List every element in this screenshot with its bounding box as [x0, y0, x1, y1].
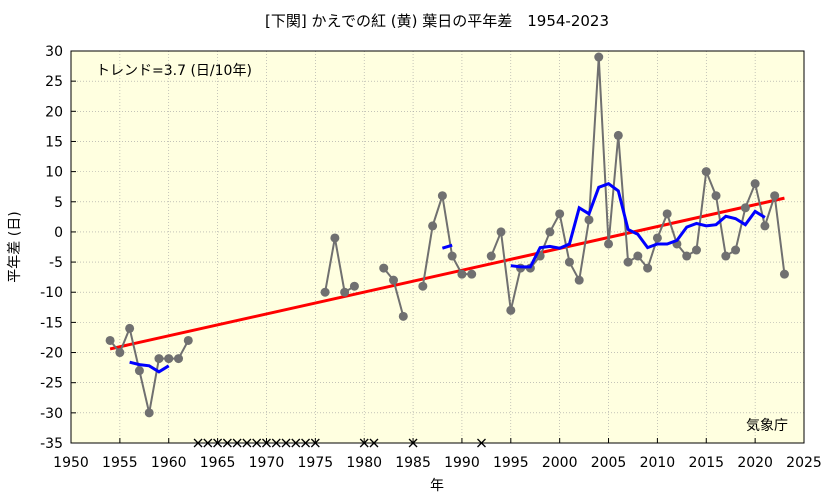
plot-area: [71, 51, 804, 443]
observed-point: [721, 251, 731, 261]
observed-point: [428, 221, 438, 231]
y-tick-label: 10: [45, 165, 63, 181]
observed-point: [770, 191, 780, 201]
observed-point: [174, 354, 184, 364]
y-tick-label: 25: [45, 74, 63, 90]
observed-point: [164, 354, 174, 364]
observed-point: [418, 281, 428, 291]
observed-point: [711, 191, 721, 201]
x-axis: 1950 1955 1960 1965 1970 1975 1980 1985 1990 1995…: [53, 438, 822, 471]
observed-point: [584, 215, 594, 225]
observed-point: [183, 335, 193, 345]
observed-point: [731, 245, 741, 255]
x-tick-label: 2000: [542, 455, 578, 471]
observed-point: [564, 257, 574, 267]
credit-label: 気象庁: [746, 418, 788, 434]
trend-segment: [109, 196, 785, 351]
x-tick-label: 1955: [102, 455, 138, 471]
observed-point: [389, 275, 399, 285]
observed-point: [330, 233, 340, 243]
y-tick-label: 15: [45, 134, 63, 150]
observed-point: [447, 251, 457, 261]
y-tick-label: -15: [40, 315, 63, 331]
y-tick-label: -30: [40, 406, 63, 422]
x-axis-label: 年: [430, 478, 444, 494]
y-tick-label: 5: [54, 195, 63, 211]
moving-average-segment: [129, 360, 170, 374]
observed-point: [398, 311, 408, 321]
observed-point: [691, 245, 701, 255]
y-tick-label: -25: [40, 376, 63, 392]
observed-point: [594, 52, 604, 62]
observed-point: [555, 209, 565, 219]
observed-point: [379, 263, 389, 273]
x-tick-label: 1950: [53, 455, 89, 471]
observed-point: [750, 179, 760, 189]
observed-point: [604, 239, 614, 249]
x-tick-label: 1975: [298, 455, 334, 471]
trend-line: [109, 196, 785, 351]
observed-point: [125, 323, 135, 333]
observed-point: [134, 366, 144, 376]
y-axis: 30 25 20 15 10 5 0 -5 -10 -15 -20 -25 -30 -35: [40, 44, 76, 452]
x-tick-label: 1970: [249, 455, 285, 471]
y-tick-label: -35: [40, 436, 63, 452]
moving-average-series: [129, 181, 766, 374]
observed-point: [115, 348, 125, 358]
observed-point: [633, 251, 643, 261]
observed-point: [457, 269, 467, 279]
x-tick-label: 2015: [688, 455, 724, 471]
observed-point: [760, 221, 770, 231]
observed-point: [437, 191, 447, 201]
x-tick-label: 1995: [493, 455, 529, 471]
observed-point: [545, 227, 555, 237]
x-tick-label: 1985: [395, 455, 431, 471]
observed-point: [623, 257, 633, 267]
observed-point: [496, 227, 506, 237]
observed-point: [779, 269, 789, 279]
observed-point: [340, 287, 350, 297]
observed-point: [506, 305, 516, 315]
chart-title: [下関] かえでの紅 (黄) 葉日の平年差 1954-2023: [265, 12, 609, 30]
y-tick-label: 0: [54, 225, 63, 241]
y-tick-label: -5: [49, 255, 63, 271]
y-axis-label: 平年差 (日): [7, 211, 23, 282]
x-tick-label: 1960: [151, 455, 187, 471]
observed-point: [652, 233, 662, 243]
y-tick-label: -10: [40, 285, 63, 301]
y-tick-label: 20: [45, 104, 63, 120]
x-tick-label: 2025: [786, 455, 822, 471]
observed-point: [574, 275, 584, 285]
x-tick-label: 2020: [737, 455, 773, 471]
y-tick-label: 30: [45, 44, 63, 60]
plot-frame: [70, 50, 805, 444]
observed-point: [613, 130, 623, 140]
observed-point: [643, 263, 653, 273]
x-tick-label: 1965: [200, 455, 236, 471]
observed-point: [662, 209, 672, 219]
observed-point: [682, 251, 692, 261]
x-tick-label: 2010: [640, 455, 676, 471]
observed-point: [154, 354, 164, 364]
moving-average-segment: [441, 243, 453, 250]
y-tick-label: -20: [40, 346, 63, 362]
observed-point: [320, 287, 330, 297]
observed-series: [105, 52, 789, 418]
observed-point: [349, 281, 359, 291]
observed-point: [701, 167, 711, 177]
observed-point: [144, 408, 154, 418]
observed-point: [467, 269, 477, 279]
trend-annotation: トレンド=3.7 (日/10年): [96, 63, 252, 79]
moving-average-segment: [510, 181, 766, 269]
observed-line-segment: [324, 237, 355, 294]
observed-point: [486, 251, 496, 261]
x-tick-label: 1980: [346, 455, 382, 471]
x-tick-label: 2005: [591, 455, 627, 471]
observed-point: [105, 335, 115, 345]
observed-point: [740, 203, 750, 213]
x-tick-label: 1990: [444, 455, 480, 471]
